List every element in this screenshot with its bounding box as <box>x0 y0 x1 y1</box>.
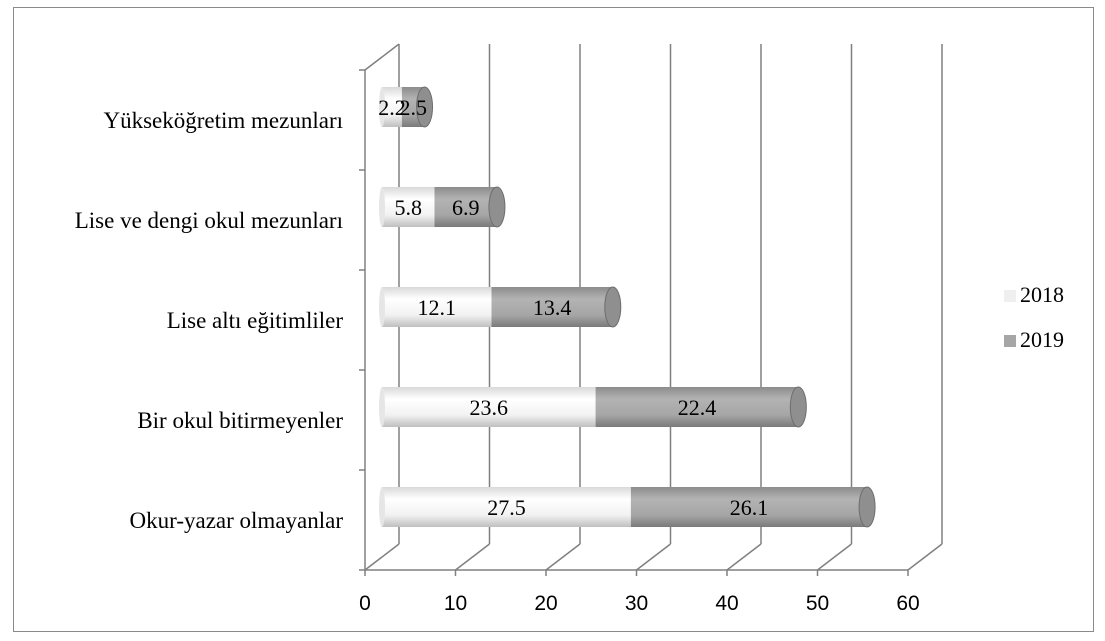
bars <box>379 86 876 528</box>
bar-2019 <box>491 287 613 327</box>
floor-gridline <box>726 543 762 571</box>
category-label: Bir okul bitirmeyenler <box>137 408 343 433</box>
x-tick-label: 40 <box>715 592 738 615</box>
category-label: Yükseköğretim mezunları <box>103 108 343 133</box>
legend-swatch-2019 <box>1004 335 1016 347</box>
category-label: Lise altı eğitimliler <box>167 308 344 333</box>
category-label: Okur-yazar olmayanlar <box>130 508 344 533</box>
axes <box>359 43 909 576</box>
floor-gridline <box>636 543 671 571</box>
floor-gridline <box>455 543 490 571</box>
data-label: 23.6 <box>470 395 509 420</box>
floor-gridline <box>907 543 943 571</box>
labels: 0 10 20 30 40 50 60 Okur-yazar olmayanlar Bir ok… <box>75 95 920 615</box>
side-wall-top <box>364 43 400 71</box>
data-label: 13.4 <box>533 295 572 320</box>
legend-label: 2018 <box>1020 282 1064 307</box>
data-label: 2.2 <box>378 95 406 120</box>
x-tick-label: 30 <box>625 592 648 615</box>
legend: 2018 2019 <box>1004 282 1064 352</box>
bar-start-cap <box>379 287 385 327</box>
x-tick-label: 10 <box>444 592 467 615</box>
bar-cap <box>858 486 876 528</box>
bar-2019 <box>630 487 868 527</box>
legend-swatch-2018 <box>1004 290 1016 302</box>
floor-gridline <box>364 543 400 571</box>
data-label: 5.8 <box>394 195 422 220</box>
x-tick-label: 20 <box>534 592 557 615</box>
x-tick-label: 50 <box>806 592 829 615</box>
data-label: 27.5 <box>487 495 526 520</box>
bar-2018 <box>382 87 402 127</box>
bar-2018 <box>382 487 631 527</box>
bar-start-cap <box>379 387 385 427</box>
floor-gridline <box>817 543 852 571</box>
bar-2018 <box>382 387 596 427</box>
data-label: 26.1 <box>730 495 769 520</box>
category-label: Lise ve dengi okul mezunları <box>75 208 343 233</box>
floor-gridline <box>545 543 581 571</box>
data-label: 6.9 <box>452 195 480 220</box>
data-label: 22.4 <box>678 395 717 420</box>
bar-2019 <box>595 387 799 427</box>
bar-2018 <box>382 287 492 327</box>
data-label: 12.1 <box>418 295 457 320</box>
bar-2019 <box>434 187 497 227</box>
bar-cap <box>488 186 506 228</box>
bar-start-cap <box>379 487 385 527</box>
data-label: 2.5 <box>399 95 427 120</box>
x-tick-label: 60 <box>896 592 919 615</box>
bar-cap <box>604 286 622 328</box>
bar-start-cap <box>379 87 385 127</box>
bar-cap <box>416 86 434 128</box>
legend-label: 2019 <box>1020 327 1064 352</box>
bar-start-cap <box>379 187 385 227</box>
x-tick-label: 0 <box>359 592 371 615</box>
grid-lines <box>364 44 943 571</box>
bar-2018 <box>382 187 435 227</box>
bar-cap <box>789 386 807 428</box>
